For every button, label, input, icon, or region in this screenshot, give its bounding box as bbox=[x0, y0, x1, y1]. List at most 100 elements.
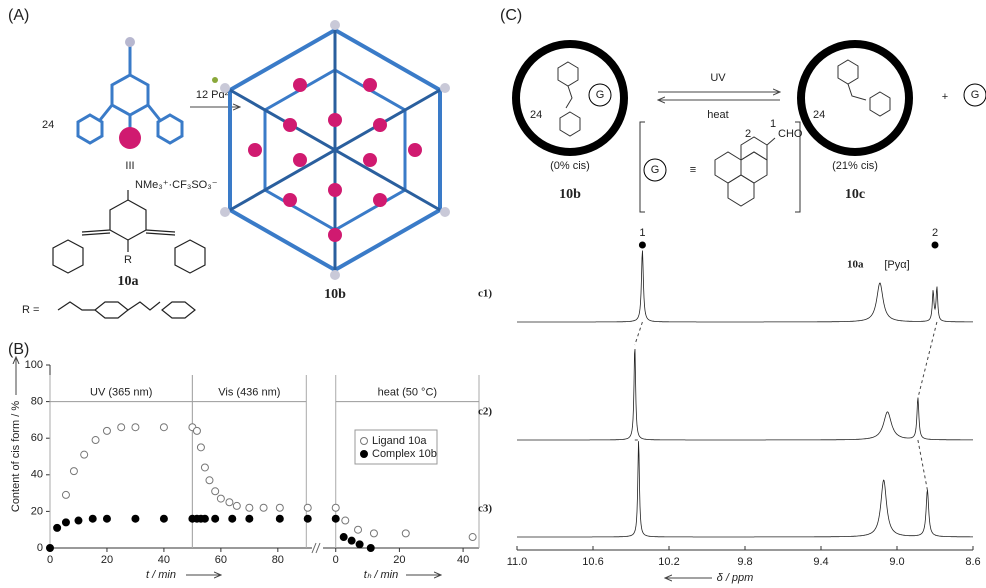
y-axis-label: Content of cis form / % bbox=[10, 401, 22, 512]
data-point bbox=[118, 424, 125, 431]
data-point bbox=[160, 515, 167, 522]
data-point bbox=[348, 537, 355, 544]
data-point bbox=[201, 464, 208, 471]
spectrum-trace bbox=[517, 349, 973, 440]
x-tick-label: 10.6 bbox=[582, 556, 603, 568]
x-axis-label: δ / ppm bbox=[717, 572, 754, 584]
cage-drawing bbox=[220, 20, 450, 280]
data-point bbox=[132, 515, 139, 522]
peak-label: [Pyα] bbox=[884, 259, 909, 271]
mark: III bbox=[125, 160, 134, 172]
data-point bbox=[206, 477, 213, 484]
data-point bbox=[246, 504, 253, 511]
data-point bbox=[217, 495, 224, 502]
data-point bbox=[304, 504, 311, 511]
data-point bbox=[402, 530, 409, 537]
data-point bbox=[260, 504, 267, 511]
data-point bbox=[89, 515, 96, 522]
x-tick-label: 0 bbox=[333, 554, 339, 566]
y-tick-label: 20 bbox=[31, 505, 43, 517]
equivalence: ≡ bbox=[690, 164, 696, 176]
data-point bbox=[201, 515, 208, 522]
data-point bbox=[132, 424, 139, 431]
x-tick-label: 40 bbox=[457, 554, 469, 566]
data-point bbox=[193, 427, 200, 434]
y-tick-label: 60 bbox=[31, 432, 43, 444]
data-point bbox=[103, 515, 110, 522]
data-point bbox=[246, 515, 253, 522]
data-point bbox=[70, 468, 77, 475]
cage-ring bbox=[801, 44, 909, 152]
data-point bbox=[62, 491, 69, 498]
substituent-def: R = bbox=[22, 304, 39, 316]
correlation-line bbox=[918, 322, 937, 398]
data-point bbox=[197, 444, 204, 451]
data-point bbox=[332, 504, 339, 511]
cis-content: (0% cis) bbox=[550, 160, 590, 172]
atom bbox=[119, 127, 141, 149]
x-tick-label: 10.2 bbox=[658, 556, 679, 568]
region-label: UV (365 nm) bbox=[90, 387, 152, 399]
compound-label: 10b bbox=[559, 187, 581, 202]
data-point bbox=[47, 545, 54, 552]
data-point bbox=[342, 517, 349, 524]
correlation-line bbox=[635, 322, 643, 345]
peak-dot bbox=[639, 242, 646, 249]
panel-label: (A) bbox=[8, 7, 29, 24]
axis-break bbox=[312, 543, 320, 553]
legend-marker bbox=[361, 451, 368, 458]
y-tick-label: 0 bbox=[37, 542, 43, 554]
data-point bbox=[276, 504, 283, 511]
cis-content: (21% cis) bbox=[832, 160, 878, 172]
x-tick-label: 80 bbox=[272, 554, 284, 566]
data-point bbox=[340, 534, 347, 541]
plus: + bbox=[942, 91, 948, 103]
data-point bbox=[103, 427, 110, 434]
peak-label: 2 bbox=[932, 227, 938, 239]
data-point bbox=[75, 517, 82, 524]
data-point bbox=[92, 437, 99, 444]
data-point bbox=[469, 534, 476, 541]
guest: G bbox=[971, 89, 980, 101]
panel-label: (B) bbox=[8, 341, 29, 358]
trace-label: c2) bbox=[478, 406, 492, 418]
guest: G bbox=[651, 164, 660, 176]
x-tick-label: 40 bbox=[158, 554, 170, 566]
legend-label: Complex 10b bbox=[372, 448, 437, 460]
count: 24 bbox=[530, 109, 542, 121]
position-label: 1 bbox=[770, 118, 776, 130]
trace-label: c1) bbox=[478, 288, 492, 300]
x-tick-label: 20 bbox=[101, 554, 113, 566]
y-tick-label: 100 bbox=[25, 359, 43, 371]
peak-dot bbox=[932, 242, 939, 249]
x-tick-label: 60 bbox=[215, 554, 227, 566]
y-tick-label: 40 bbox=[31, 469, 43, 481]
data-point bbox=[160, 424, 167, 431]
x-tick-label: 9.8 bbox=[737, 556, 752, 568]
data-point bbox=[356, 541, 363, 548]
region-label: Vis (436 nm) bbox=[218, 387, 280, 399]
correlation-line bbox=[918, 440, 928, 490]
data-point bbox=[355, 526, 362, 533]
data-point bbox=[233, 502, 240, 509]
data-point bbox=[370, 530, 377, 537]
pd-ion bbox=[212, 77, 218, 83]
peak-label: 10a bbox=[847, 259, 864, 271]
x-tick-label: 8.6 bbox=[965, 556, 980, 568]
substituent: CHO bbox=[778, 128, 803, 140]
trace-label: c3) bbox=[478, 503, 492, 515]
region-label: heat (50 °C) bbox=[378, 387, 437, 399]
condition: heat bbox=[707, 109, 728, 121]
data-point bbox=[367, 545, 374, 552]
y-tick-label: 80 bbox=[31, 396, 43, 408]
peak-label: 1 bbox=[639, 227, 645, 239]
x-axis-label: t / min bbox=[146, 569, 176, 581]
data-point bbox=[276, 515, 283, 522]
data-point bbox=[54, 524, 61, 531]
x-tick-label: 11.0 bbox=[507, 556, 528, 568]
figure: (A) (B) (C) 24 III 12 Pd²⁺ 10b bbox=[0, 0, 986, 588]
x-tick-label: 9.0 bbox=[889, 556, 904, 568]
condition: UV bbox=[710, 72, 726, 84]
count: 24 bbox=[42, 119, 54, 131]
x-tick-label: 20 bbox=[393, 554, 405, 566]
